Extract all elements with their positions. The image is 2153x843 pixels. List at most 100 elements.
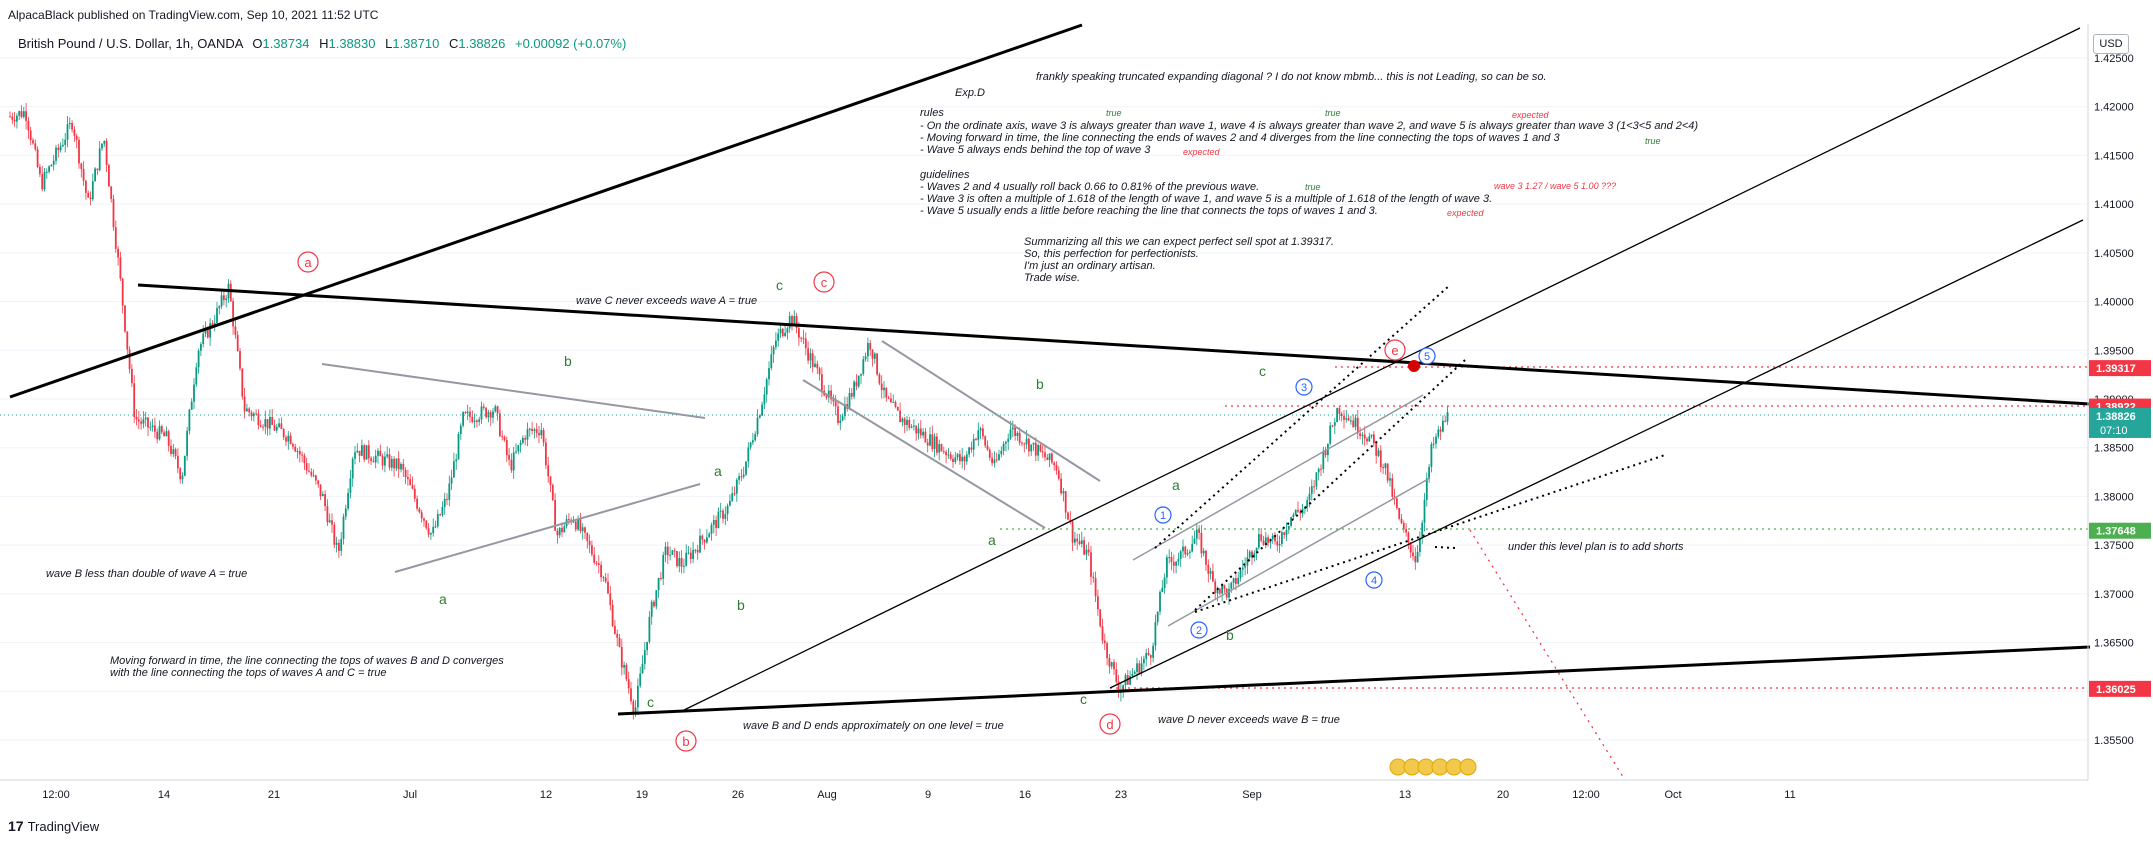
candle-body — [1223, 585, 1226, 589]
price-axis[interactable]: 1.42500 1.42000 1.41500 1.41000 1.40500 1.400… — [2094, 53, 2134, 747]
time-tick-label: 12 — [540, 789, 552, 801]
candle-body — [262, 426, 264, 428]
candle-body — [105, 140, 108, 166]
wave-e-circle — [1384, 339, 1406, 361]
candle-body — [804, 338, 807, 349]
candle-body — [1064, 491, 1067, 513]
candle-body — [908, 419, 911, 428]
candle-body — [512, 452, 515, 471]
annotations: frankly speaking truncated expanding dia… — [46, 71, 1698, 732]
wave-b-circle — [675, 730, 697, 752]
candle-body — [972, 438, 975, 450]
candle-body — [183, 455, 186, 476]
candle-body — [646, 641, 648, 651]
candle-body — [170, 445, 172, 454]
close-value: 1.38826 — [458, 36, 506, 51]
candle-body — [871, 349, 874, 359]
candle-body — [917, 428, 920, 434]
economic-events[interactable] — [1389, 758, 1477, 776]
green-label-c: c — [1259, 363, 1266, 379]
candle-body — [731, 493, 734, 501]
candle-body — [1007, 438, 1010, 442]
candle-body — [1313, 486, 1315, 488]
candle-body — [1032, 442, 1035, 445]
wave-ratio-note: wave 3 1.27 / wave 5 1.00 ??? — [1494, 181, 1616, 191]
candle-body — [901, 418, 904, 423]
wave-label-e: e — [1391, 343, 1398, 358]
candle-body — [1439, 429, 1442, 432]
candle-body — [666, 546, 669, 556]
candle-body — [887, 397, 890, 399]
wave-label-3: 3 — [1301, 382, 1307, 394]
candle-body — [305, 463, 308, 471]
candle-body — [402, 463, 405, 470]
candle-body — [591, 545, 593, 555]
candle-body — [489, 412, 492, 418]
candle-body — [499, 413, 501, 437]
candle-body — [549, 476, 552, 485]
candle-body — [579, 519, 582, 532]
candle-body — [85, 180, 87, 193]
candle-body — [841, 416, 844, 421]
candle-body — [257, 413, 260, 426]
candle-body — [735, 479, 738, 494]
guide-3: - Wave 5 usually ends a little before re… — [920, 205, 1378, 217]
candle-body — [673, 550, 676, 552]
candle-body — [545, 442, 547, 466]
event-flag-icon[interactable] — [1459, 758, 1477, 776]
summary-2: So, this perfection for perfectionists. — [1024, 248, 1199, 260]
candle-body — [124, 305, 126, 332]
candle-body — [1253, 553, 1256, 558]
candle-body — [377, 450, 379, 456]
candle-body — [749, 442, 752, 448]
time-tick-label: 9 — [925, 789, 931, 801]
candle-body — [80, 163, 83, 169]
candle-body — [574, 521, 577, 530]
green-wave-labels: b a c a b c b a c a b c — [439, 277, 1266, 710]
candle-body — [1159, 591, 1161, 612]
candle-body — [1039, 444, 1042, 452]
candle-body — [885, 387, 888, 398]
candle-body — [722, 510, 724, 519]
candle-body — [193, 384, 195, 402]
candle-body — [1053, 462, 1056, 466]
green-label-a: a — [988, 532, 996, 548]
candle-body — [710, 524, 713, 534]
candle-body — [1062, 491, 1065, 494]
low-value: 1.38710 — [392, 36, 440, 51]
candle-body — [195, 367, 198, 385]
candle-body — [542, 430, 545, 443]
price-tag-label: 1.37648 — [2096, 526, 2136, 538]
candle-body — [637, 685, 639, 708]
candle-body — [894, 401, 897, 407]
candle-body — [131, 368, 133, 384]
symbol-name[interactable]: British Pound / U.S. Dollar, 1h, OANDA — [18, 36, 243, 51]
candle-body — [853, 381, 855, 397]
currency-button[interactable]: USD — [2093, 34, 2129, 54]
candle-body — [811, 353, 814, 367]
candle-body — [1377, 450, 1380, 456]
candle-body — [609, 593, 612, 606]
candle-body — [142, 419, 145, 424]
candle-body — [1189, 551, 1191, 553]
wave-label-4: 4 — [1371, 575, 1377, 587]
candle-body — [648, 616, 651, 642]
true-tag: true — [1645, 136, 1661, 146]
candle-body — [768, 368, 770, 380]
candle-body — [664, 546, 667, 555]
candle-body — [558, 527, 561, 536]
candle-body — [1060, 478, 1062, 494]
candle-body — [1391, 478, 1394, 497]
candle-body — [1345, 418, 1348, 420]
candle-body — [729, 500, 731, 506]
candle-body — [128, 349, 131, 369]
candle-body — [1136, 663, 1138, 672]
candle-body — [639, 673, 642, 686]
candle-body — [1097, 596, 1099, 610]
candle-body — [482, 406, 485, 408]
time-axis[interactable]: 12:00 14 21 Jul 12 19 26 Aug 9 16 23 Sep 13 20 12:00 Oc… — [42, 789, 1795, 801]
candle-body — [738, 476, 740, 480]
candle-body — [177, 456, 179, 469]
